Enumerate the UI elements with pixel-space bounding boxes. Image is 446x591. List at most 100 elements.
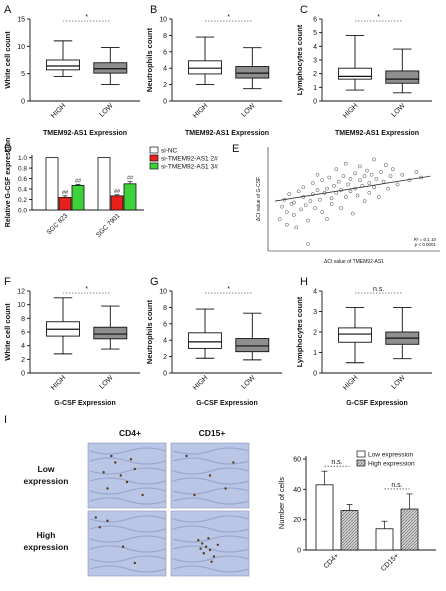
- ihc-tissue-fold: [172, 497, 250, 505]
- G-y-tick-label: 4: [163, 338, 167, 345]
- ihc-stained-cell: [232, 461, 235, 464]
- D-significance-mark: ##: [62, 190, 69, 196]
- E-point: [343, 161, 348, 166]
- H-y-tick-label: 3: [313, 309, 317, 316]
- D-significance-mark: ##: [127, 176, 134, 182]
- G-y-tick-label: 6: [163, 321, 167, 328]
- I-y-tick-label: 20: [293, 517, 301, 524]
- E-point: [407, 178, 412, 183]
- C-y-tick-label: 4: [313, 44, 317, 51]
- B-x-axis-label: TMEM92-AS1 Expression: [185, 130, 269, 137]
- panel-letter-G: G: [150, 276, 159, 288]
- G-x-tick-label: HIGH: [192, 374, 209, 391]
- D-bar-0-0: [45, 157, 59, 211]
- H-x-axis-label: G-CSF Expression: [346, 400, 407, 407]
- D-y-axis-label: Relative G-CSF expression: [5, 138, 12, 227]
- ihc-tissue-fold: [172, 535, 250, 543]
- D-x-tick-label: SGC 823: [46, 212, 70, 236]
- ihc-stained-cell: [207, 537, 210, 540]
- ihc-stained-cell: [94, 516, 98, 519]
- E-y-axis-label: ΔCt value of G-CSF: [256, 177, 262, 221]
- C-y-axis-label: Lymphocytes count: [295, 24, 304, 95]
- ihc-stained-cell: [98, 526, 101, 529]
- D-y-tick-label: 0.8: [18, 166, 27, 173]
- H-y-tick-label: 4: [313, 289, 317, 296]
- ihc-stained-cell: [224, 487, 227, 490]
- F-y-tick-label: 10: [17, 302, 25, 309]
- B-y-axis-label: Neutrophils count: [145, 27, 154, 92]
- ihc-row-label-line1: High: [37, 530, 56, 540]
- E-point: [365, 168, 369, 173]
- D-legend-label-1: si-TMEM92-AS1 2#: [161, 156, 218, 163]
- C-y-tick-label: 3: [313, 58, 317, 65]
- E-point: [379, 170, 383, 174]
- ihc-stained-cell: [133, 561, 136, 565]
- E-point: [320, 210, 325, 215]
- B-x-tick-label: LOW: [240, 102, 257, 119]
- I-x-tick-label: CD4+: [323, 552, 341, 570]
- panel-letter-D: D: [4, 143, 12, 155]
- E-point: [350, 211, 355, 216]
- ihc-col-label-cd4: CD4+: [119, 428, 141, 438]
- D-y-tick-label: 0.0: [18, 208, 27, 215]
- E-point: [358, 178, 362, 183]
- I-bar-1-0: [340, 510, 359, 551]
- I-bar-0-0: [315, 484, 334, 551]
- panel-letter-H: H: [300, 276, 308, 288]
- E-annotation-r2: R² = 0.1 10: [414, 237, 437, 242]
- I-significance-mark: n.s.: [391, 482, 402, 489]
- I-bar-1-1: [400, 508, 419, 551]
- E-point: [310, 192, 315, 196]
- H-x-tick-label: HIGH: [342, 374, 359, 391]
- B-y-tick-label: 6: [163, 49, 167, 56]
- ihc-tissue-fold: [172, 565, 250, 573]
- ihc-tissue-fold: [89, 467, 167, 475]
- E-point: [292, 200, 296, 205]
- ihc-tissue-fold: [89, 535, 167, 543]
- B-y-tick-label: 10: [159, 17, 167, 24]
- E-point: [317, 197, 322, 202]
- ihc-tissue-fold: [89, 545, 167, 553]
- E-point: [339, 206, 343, 210]
- C-y-tick-label: 1: [313, 85, 317, 92]
- C-x-axis-label: TMEM92-AS1 Expression: [335, 130, 419, 137]
- E-point: [310, 181, 315, 185]
- E-point: [320, 178, 325, 183]
- D-bar-1-1: [110, 195, 124, 211]
- E-point: [362, 199, 367, 203]
- A-x-tick-label: LOW: [98, 102, 115, 119]
- ihc-tissue-fold: [172, 515, 250, 523]
- E-point: [343, 195, 348, 199]
- ihc-stained-cell: [208, 474, 212, 477]
- C-box-low: [385, 70, 420, 84]
- G-y-tick-label: 10: [159, 289, 167, 296]
- H-box-high: [338, 327, 372, 343]
- D-y-tick-label: 0.4: [18, 187, 27, 194]
- A-x-axis-label: TMEM92-AS1 Expression: [43, 130, 127, 137]
- E-point: [334, 167, 339, 172]
- E-point: [301, 185, 306, 190]
- F-x-tick-label: HIGH: [50, 374, 67, 391]
- A-y-tick-label: 0: [21, 99, 25, 106]
- H-y-axis-label: Lymphocytes count: [295, 296, 304, 367]
- C-y-tick-label: 5: [313, 30, 317, 37]
- G-y-tick-label: 8: [163, 305, 167, 312]
- F-y-tick-label: 4: [21, 343, 25, 350]
- E-point: [386, 186, 391, 191]
- E-point: [372, 157, 376, 162]
- E-point: [355, 193, 360, 198]
- F-y-tick-label: 8: [21, 316, 25, 323]
- panel-letter-B: B: [150, 4, 157, 16]
- E-point: [414, 170, 419, 174]
- G-y-tick-label: 0: [163, 371, 167, 378]
- ihc-stained-cell: [216, 543, 219, 546]
- ihc-stained-cell: [201, 542, 204, 545]
- E-point: [329, 196, 334, 201]
- G-box-high: [188, 332, 222, 349]
- E-trend-line: [275, 175, 431, 202]
- A-box-high: [46, 59, 80, 71]
- ihc-image-3: [87, 510, 167, 577]
- ihc-stained-cell: [185, 454, 188, 458]
- E-point: [315, 172, 320, 177]
